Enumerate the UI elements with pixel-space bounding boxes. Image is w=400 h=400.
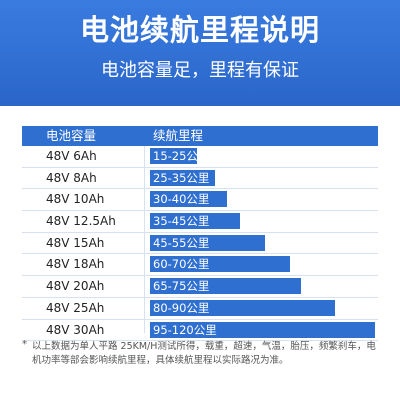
range-cell: 15-25公里	[150, 148, 375, 164]
header-range: 续航里程	[153, 128, 204, 143]
table-row: 48V 6Ah 15-25公里	[22, 146, 378, 168]
capacity-cell: 48V 12.5Ah	[46, 214, 116, 229]
footnote-text: 以上数据为单人平路 25KM/H测试所得，载重，超速，气温，胎压，频繁刹车，电机…	[32, 341, 376, 366]
range-cell: 25-35公里	[150, 169, 375, 186]
page-title: 电池续航里程说明	[79, 13, 320, 47]
capacity-cell: 48V 6Ah	[46, 149, 97, 163]
range-bar	[150, 256, 290, 273]
range-label: 15-25公里	[153, 149, 210, 163]
range-cell: 45-55公里	[150, 234, 375, 251]
range-label: 45-55公里	[153, 235, 210, 250]
range-label: 65-75公里	[153, 279, 210, 294]
capacity-cell: 48V 20Ah	[46, 279, 105, 294]
range-bar	[150, 299, 335, 316]
table-header: 电池容量 续航里程	[22, 126, 378, 146]
capacity-cell: 48V 18Ah	[46, 257, 105, 272]
range-cell: 65-75公里	[150, 278, 375, 295]
header-banner: 电池续航里程说明 电池容量足，里程有保证	[0, 0, 400, 106]
footnote: * 以上数据为单人平路 25KM/H测试所得，载重，超速，气温，胎压，频繁刹车，…	[22, 339, 378, 368]
range-label: 95-120公里	[153, 322, 217, 337]
range-bar	[150, 191, 227, 208]
table-row: 48V 8Ah 25-35公里	[22, 168, 378, 190]
range-bar	[150, 278, 301, 295]
range-table: 电池容量 续航里程 48V 6Ah 15-25公里 48V 8Ah 25-35公里 48…	[22, 126, 378, 342]
range-cell: 60-70公里	[150, 256, 375, 273]
table-row: 48V 30Ah 95-120公里	[22, 320, 378, 342]
range-label: 30-40公里	[153, 192, 210, 207]
range-bar	[150, 213, 240, 230]
table-row: 48V 18Ah 60-70公里	[22, 254, 378, 277]
range-cell: 80-90公里	[150, 299, 375, 316]
range-label: 60-70公里	[153, 257, 210, 272]
page-subtitle: 电池容量足，里程有保证	[101, 60, 299, 81]
capacity-cell: 48V 8Ah	[46, 170, 97, 185]
range-label: 80-90公里	[153, 300, 210, 315]
range-bar	[150, 148, 197, 164]
table-row: 48V 20Ah 65-75公里	[22, 276, 378, 298]
capacity-cell: 48V 15Ah	[46, 235, 105, 250]
range-cell: 95-120公里	[150, 321, 375, 338]
range-bar	[150, 321, 375, 338]
range-cell: 30-40公里	[150, 191, 375, 208]
footnote-asterisk: *	[22, 339, 27, 350]
capacity-cell: 48V 30Ah	[46, 322, 105, 337]
range-cell: 35-45公里	[150, 213, 375, 230]
range-bar	[150, 234, 265, 251]
capacity-cell: 48V 10Ah	[46, 192, 105, 207]
table-row: 48V 15Ah 45-55公里	[22, 233, 378, 255]
table-row: 48V 12.5Ah 35-45公里	[22, 211, 378, 233]
table-row: 48V 25Ah 80-90公里	[22, 298, 378, 320]
table-row: 48V 10Ah 30-40公里	[22, 189, 378, 212]
capacity-cell: 48V 25Ah	[46, 300, 105, 315]
range-bar	[150, 169, 215, 186]
range-label: 35-45公里	[153, 214, 210, 229]
column-divider	[144, 146, 145, 333]
table-body: 48V 6Ah 15-25公里 48V 8Ah 25-35公里 48V 10Ah 30-4…	[22, 146, 378, 342]
header-capacity: 电池容量	[46, 128, 97, 143]
range-label: 25-35公里	[153, 170, 210, 185]
